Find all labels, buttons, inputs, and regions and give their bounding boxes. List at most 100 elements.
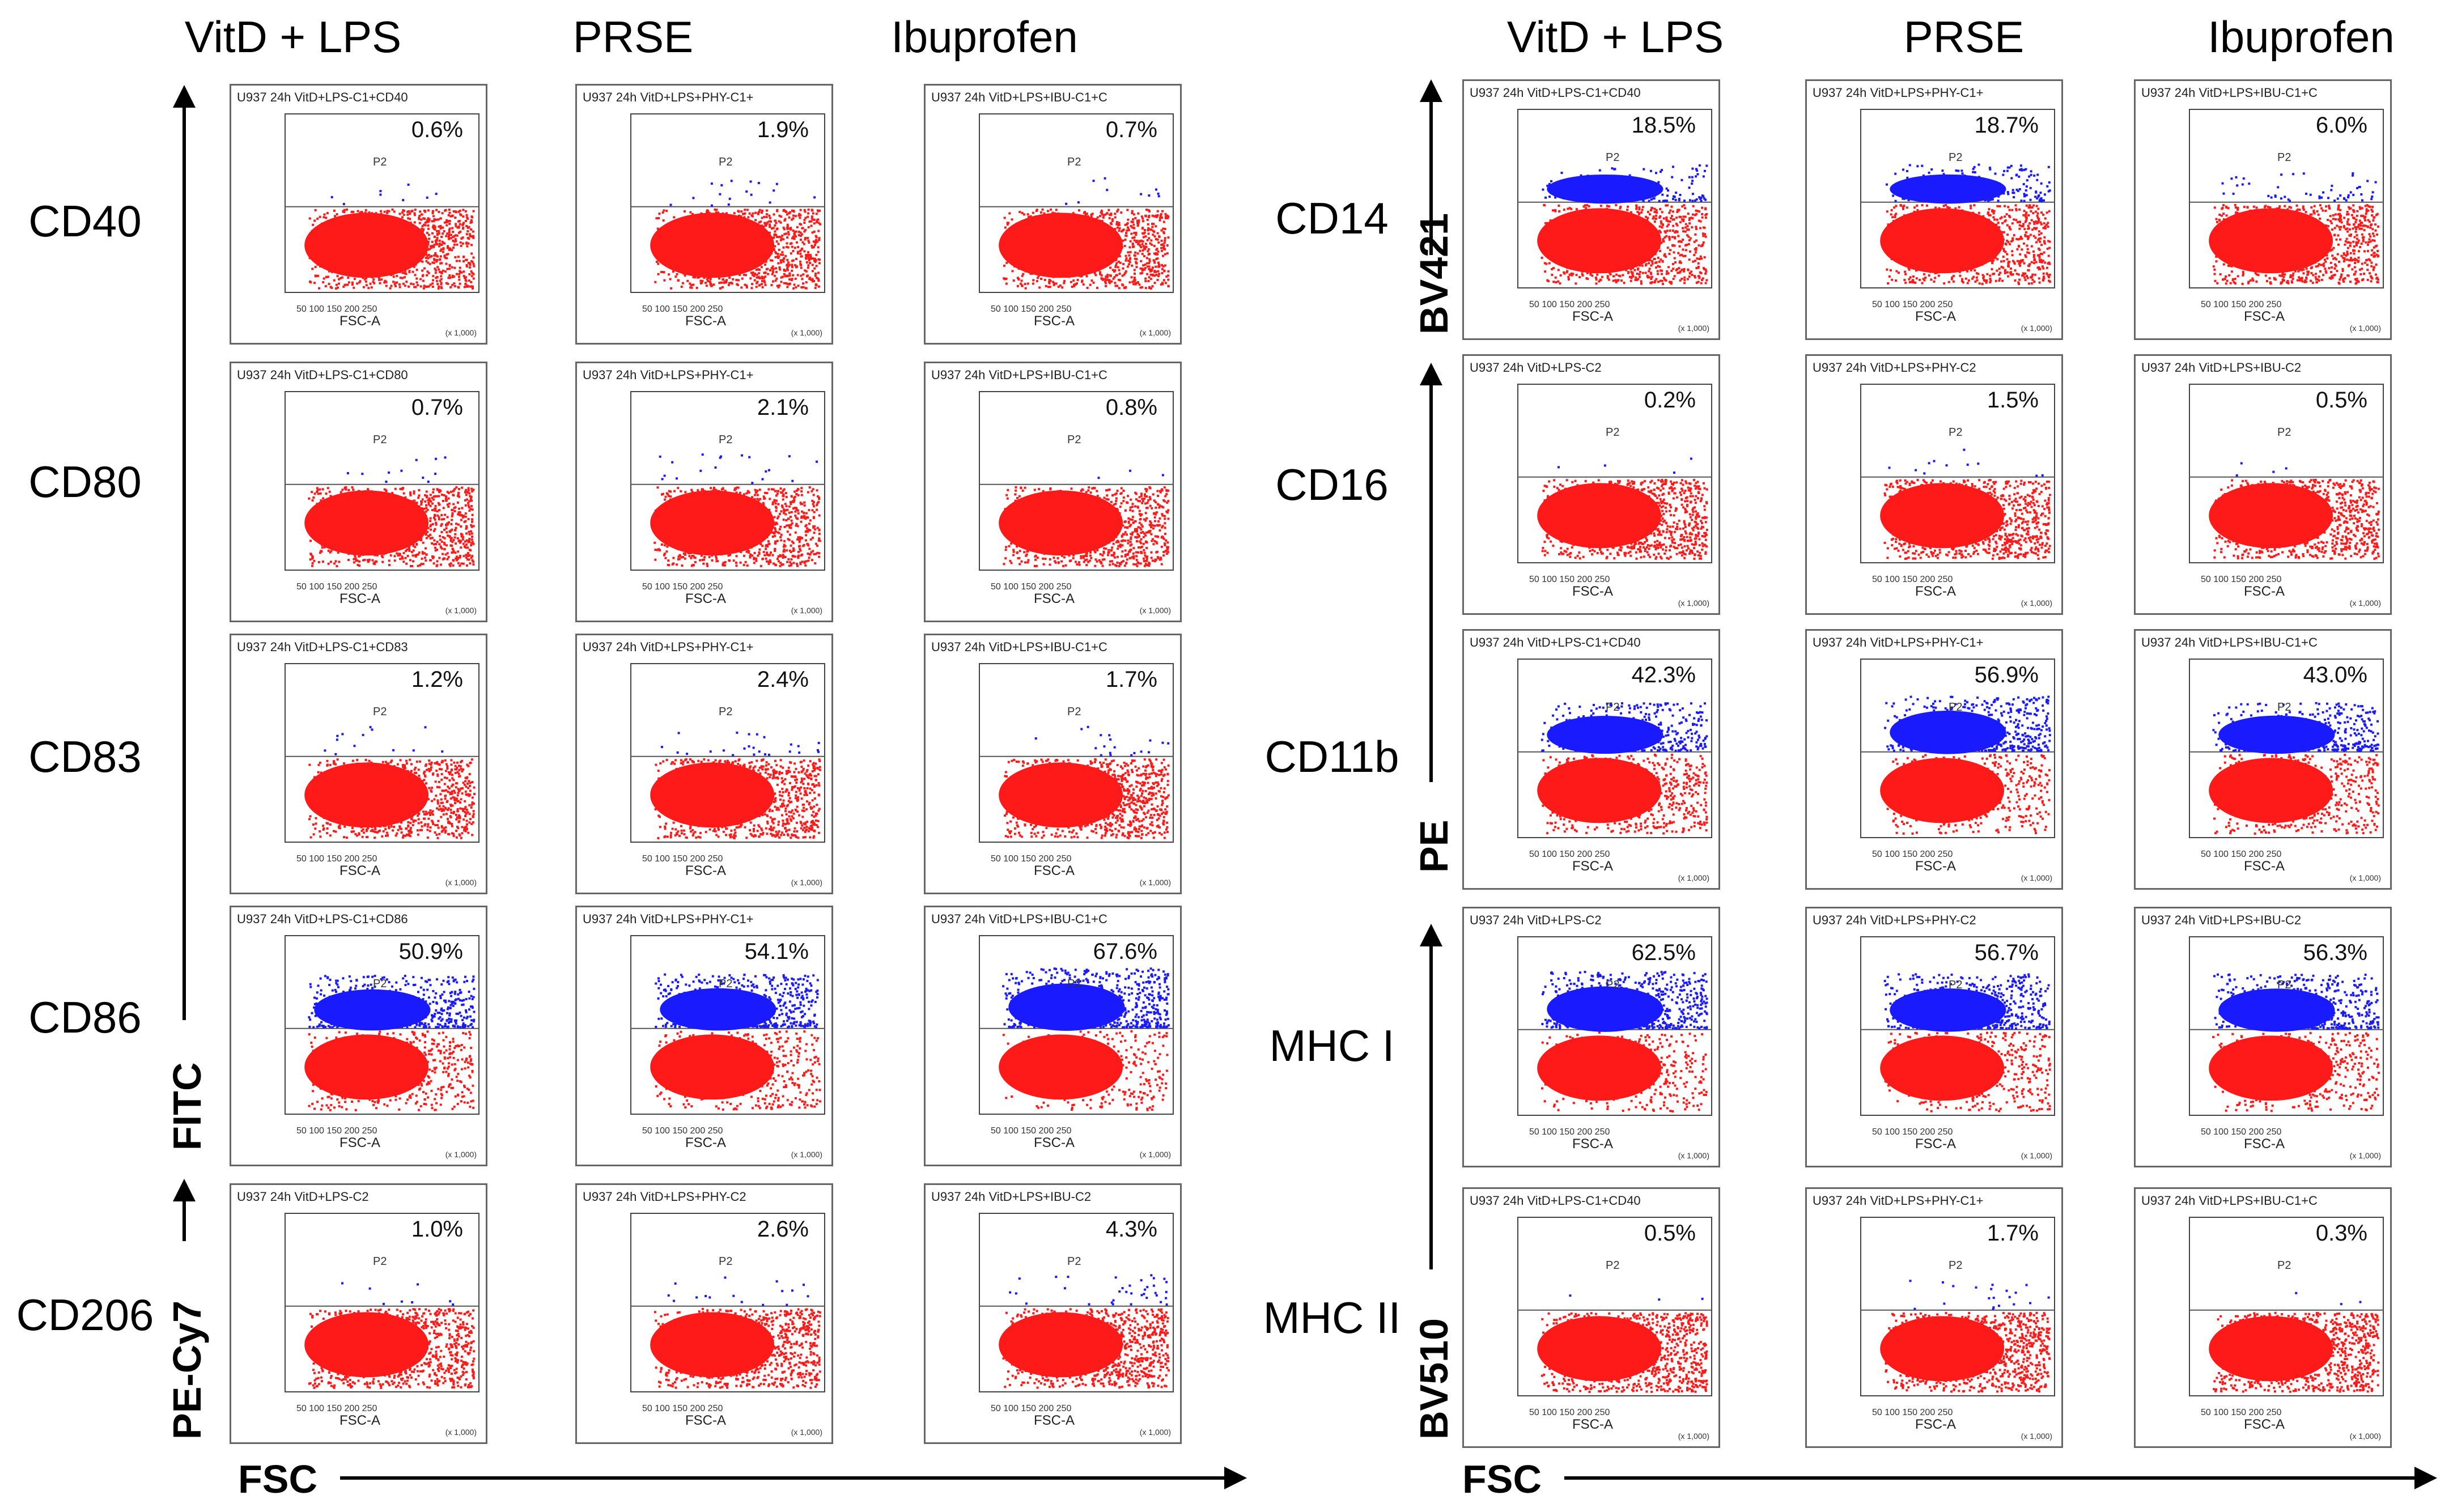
gate-label: P2: [373, 156, 387, 169]
percent-positive: 1.7%: [1987, 1221, 2039, 1246]
percent-positive: 0.5%: [2316, 388, 2367, 413]
scatter-panel: U937 24h VitD+LPS+PHY-C1+ 2.4% P2 50 100 15…: [575, 634, 833, 894]
plot-frame: [285, 391, 479, 571]
plot-frame: [285, 1213, 479, 1392]
x-tick-labels: 50 100 150 200 250: [2201, 300, 2281, 310]
x-scale-note: (x 1,000): [791, 1428, 822, 1437]
positive-population: [1547, 174, 1663, 204]
marker-label: CD16: [1247, 459, 1417, 511]
gate-label: P2: [1949, 1259, 1962, 1272]
event-dots: [650, 453, 821, 567]
marker-label: CD11b: [1247, 731, 1417, 783]
x-axis-label: FSC-A: [1572, 1136, 1613, 1152]
gate-label: P2: [1067, 434, 1081, 447]
right-fsc-arrow-head: [2414, 1467, 2437, 1489]
panel-title: U937 24h VitD+LPS-C2: [1470, 360, 1715, 375]
x-tick-labels: 50 100 150 200 250: [642, 1404, 723, 1414]
dot-plot: [1860, 1217, 2055, 1396]
x-scale-note: (x 1,000): [791, 1150, 822, 1159]
panel-title: U937 24h VitD+LPS+IBU-C1+C: [931, 912, 1177, 927]
plot-frame: [979, 663, 1174, 843]
x-tick-labels: 50 100 150 200 250: [642, 854, 723, 864]
percent-positive: 1.0%: [411, 1217, 463, 1242]
event-dots: [304, 1282, 476, 1389]
percent-positive: 4.3%: [1106, 1217, 1157, 1242]
percent-positive: 67.6%: [1093, 939, 1157, 965]
plot-frame: [2189, 109, 2384, 288]
scatter-panel: U937 24h VitD+LPS-C1+CD40 0.5% P2 50 100 15…: [1462, 1187, 1720, 1448]
panel-title: U937 24h VitD+LPS+IBU-C1+C: [931, 640, 1177, 655]
percent-positive: 2.1%: [757, 395, 809, 421]
gate-label: P2: [719, 706, 732, 719]
dot-plot: [979, 1213, 1174, 1392]
percent-positive: 1.5%: [1987, 388, 2039, 413]
x-axis-label: FSC-A: [2244, 1417, 2285, 1433]
positive-population: [1547, 716, 1663, 754]
plot-frame: [1517, 936, 1712, 1116]
plot-frame: [285, 935, 479, 1115]
scatter-panel: U937 24h VitD+LPS-C1+CD40 0.6% P2 50 100 15…: [230, 84, 487, 345]
x-axis-label: FSC-A: [1915, 584, 1956, 600]
plot-frame: [285, 663, 479, 843]
positive-population: [1008, 983, 1125, 1031]
scatter-panel: U937 24h VitD+LPS+IBU-C1+C 43.0% P2 50 100 …: [2134, 629, 2392, 890]
column-header: Ibuprofen: [826, 11, 1143, 63]
gate-label: P2: [1606, 979, 1619, 992]
scatter-panel: U937 24h VitD+LPS+PHY-C2 56.7% P2 50 100 15…: [1805, 907, 2063, 1167]
plot-frame: [979, 391, 1174, 571]
scatter-panel: U937 24h VitD+LPS+PHY-C2 1.5% P2 50 100 150…: [1805, 354, 2063, 615]
x-scale-note: (x 1,000): [1678, 873, 1709, 882]
x-tick-labels: 50 100 150 200 250: [1529, 1127, 1610, 1137]
percent-positive: 1.2%: [411, 667, 463, 693]
gate-label: P2: [719, 1255, 732, 1268]
x-tick-labels: 50 100 150 200 250: [1872, 1408, 1953, 1418]
plot-frame: [2189, 659, 2384, 838]
x-axis-label: FSC-A: [1572, 1417, 1613, 1433]
percent-positive: 1.7%: [1106, 667, 1157, 693]
event-dots: [304, 183, 476, 290]
x-scale-note: (x 1,000): [445, 878, 477, 887]
x-scale-note: (x 1,000): [791, 606, 822, 615]
x-tick-labels: 50 100 150 200 250: [2201, 575, 2281, 585]
panel-title: U937 24h VitD+LPS+PHY-C1+: [583, 90, 828, 105]
dot-plot: [285, 391, 479, 571]
pecy7-axis-arrow: [183, 1196, 186, 1241]
x-scale-note: (x 1,000): [2021, 1151, 2052, 1160]
panel-title: U937 24h VitD+LPS-C2: [1470, 913, 1715, 928]
plot-frame: [1517, 109, 1712, 288]
dot-plot: [1860, 659, 2055, 838]
x-scale-note: (x 1,000): [2350, 873, 2381, 882]
x-scale-note: (x 1,000): [2021, 598, 2052, 608]
x-tick-labels: 50 100 150 200 250: [296, 1126, 377, 1136]
plot-frame: [2189, 936, 2384, 1116]
scatter-panel: U937 24h VitD+LPS-C1+CD80 0.7% P2 50 100 15…: [230, 362, 487, 622]
fitc-axis-label: FITC: [164, 1062, 210, 1150]
x-scale-note: (x 1,000): [445, 1428, 477, 1437]
x-tick-labels: 50 100 150 200 250: [2201, 1408, 2281, 1418]
scatter-panel: U937 24h VitD+LPS+IBU-C2 0.5% P2 50 100 150…: [2134, 354, 2392, 615]
dot-plot: [979, 391, 1174, 571]
scatter-panel: U937 24h VitD+LPS+IBU-C2 56.3% P2 50 100 15…: [2134, 907, 2392, 1167]
x-scale-note: (x 1,000): [2350, 1151, 2381, 1160]
plot-frame: [1860, 1217, 2055, 1396]
x-tick-labels: 50 100 150 200 250: [1529, 850, 1610, 860]
x-axis-label: FSC-A: [1572, 309, 1613, 325]
panel-title: U937 24h VitD+LPS+PHY-C1+: [583, 640, 828, 655]
event-dots: [1537, 1294, 1708, 1393]
x-scale-note: (x 1,000): [1678, 1151, 1709, 1160]
dot-plot: [979, 113, 1174, 293]
x-tick-labels: 50 100 150 200 250: [642, 1126, 723, 1136]
panel-title: U937 24h VitD+LPS+IBU-C2: [2141, 360, 2387, 375]
panel-title: U937 24h VitD+LPS+IBU-C1+C: [2141, 86, 2387, 100]
panel-title: U937 24h VitD+LPS+IBU-C1+C: [2141, 1194, 2387, 1208]
x-axis-label: FSC-A: [2244, 859, 2285, 874]
positive-population: [1547, 986, 1663, 1032]
scatter-panel: U937 24h VitD+LPS+PHY-C1+ 1.9% P2 50 100 15…: [575, 84, 833, 345]
panel-title: U937 24h VitD+LPS+IBU-C1+C: [2141, 635, 2387, 650]
percent-positive: 0.7%: [1106, 117, 1157, 143]
percent-positive: 0.7%: [411, 395, 463, 421]
x-scale-note: (x 1,000): [1678, 324, 1709, 333]
x-tick-labels: 50 100 150 200 250: [1529, 1408, 1610, 1418]
event-dots: [650, 973, 821, 1111]
percent-positive: 42.3%: [1632, 662, 1696, 688]
